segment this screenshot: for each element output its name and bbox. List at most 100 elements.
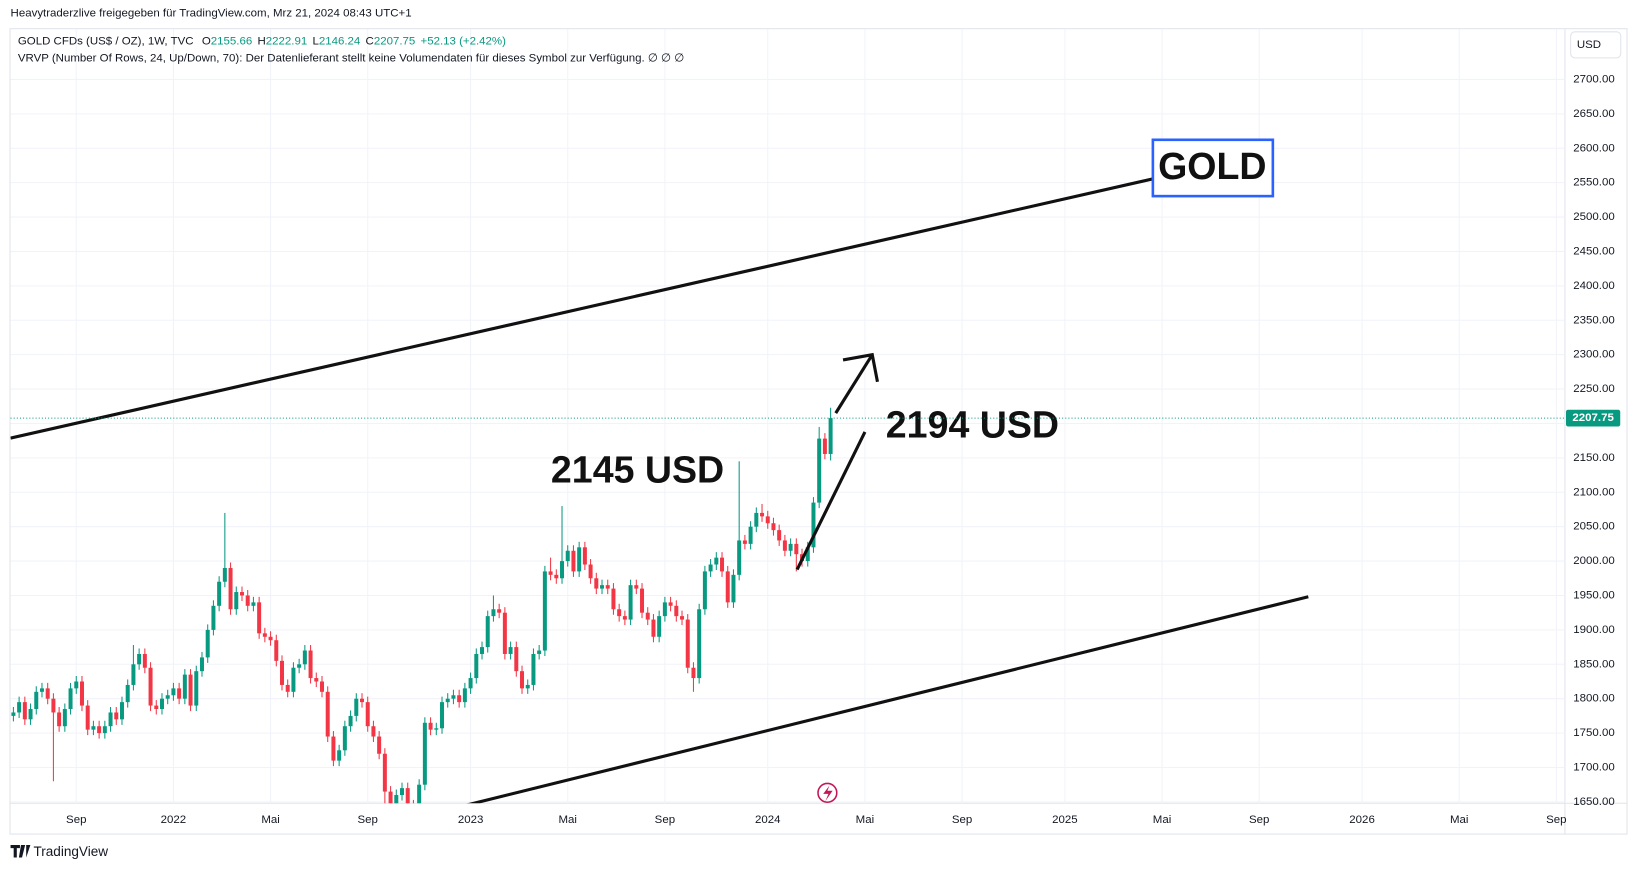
candle-body xyxy=(245,595,250,606)
y-tick-label: 2250.00 xyxy=(1573,383,1614,395)
candle-body xyxy=(645,612,650,620)
candle-body xyxy=(74,681,79,689)
candle-body xyxy=(262,633,267,637)
candle-body xyxy=(365,702,370,727)
candle-body xyxy=(308,650,313,679)
candle-body xyxy=(811,502,816,548)
candle-body xyxy=(360,698,365,703)
candle-body xyxy=(651,619,656,637)
change: +52.13 (+2.42%) xyxy=(421,36,507,48)
event-icon-bolt xyxy=(823,785,833,802)
x-tick-label: 2025 xyxy=(1052,814,1078,826)
y-tick-label: 1850.00 xyxy=(1573,658,1614,670)
x-tick-label: Sep xyxy=(1546,814,1566,826)
candle-body xyxy=(62,709,67,727)
candle-body xyxy=(474,653,479,679)
candle-body xyxy=(571,550,576,572)
candle-body xyxy=(291,667,296,692)
candle-body xyxy=(314,678,319,682)
candle-body xyxy=(485,616,490,648)
candle-body xyxy=(702,571,707,610)
candle-body xyxy=(731,574,736,603)
annotation: 2194 USD xyxy=(886,404,1059,446)
candle-body xyxy=(822,438,827,454)
candle-body xyxy=(480,647,485,654)
candle-body xyxy=(382,753,387,792)
candle-body xyxy=(754,512,759,527)
candle-body xyxy=(725,571,730,603)
x-tick-label: Sep xyxy=(1249,814,1269,826)
currency: USD xyxy=(1577,39,1601,51)
candle-body xyxy=(274,640,279,661)
candle-body xyxy=(680,616,685,620)
candle-body xyxy=(560,561,565,579)
x-tick-label: Sep xyxy=(655,814,675,826)
candle-body xyxy=(771,523,776,531)
candle-body xyxy=(777,530,782,541)
trend-line xyxy=(467,595,1309,804)
candle-body xyxy=(411,805,415,812)
candle-body xyxy=(520,671,525,689)
candle-body xyxy=(388,791,393,804)
candle-body xyxy=(257,602,262,634)
candle-body xyxy=(714,557,719,565)
x-tick-label: 2026 xyxy=(1349,814,1375,826)
candle-body xyxy=(685,619,690,668)
candle-body xyxy=(611,588,616,610)
candle-body xyxy=(297,664,302,668)
candle-body xyxy=(605,585,610,589)
event-icon[interactable] xyxy=(817,782,838,804)
candle-body xyxy=(354,698,359,716)
ohlc-value: 2155.66 xyxy=(211,36,252,48)
candle-body xyxy=(85,705,90,730)
candle-body xyxy=(417,784,422,804)
candle-body xyxy=(445,698,450,703)
candle-body xyxy=(782,540,787,551)
arrow xyxy=(834,353,874,414)
candle-body xyxy=(720,557,725,572)
candle-body xyxy=(79,681,84,706)
candle-body xyxy=(668,602,673,606)
candle-body xyxy=(628,585,633,620)
candle-body xyxy=(748,526,753,544)
candle-body xyxy=(171,688,176,696)
y-tick-label: 2550.00 xyxy=(1573,177,1614,189)
candle-body xyxy=(588,564,593,579)
candle-body xyxy=(68,688,73,710)
candle-body xyxy=(142,653,147,668)
candle-body xyxy=(188,674,193,706)
candle-body xyxy=(600,585,605,589)
candle-body xyxy=(622,616,627,620)
arrow-head xyxy=(842,352,880,383)
ohlc-label: L xyxy=(312,36,318,48)
candle-body xyxy=(674,605,679,617)
y-tick-label: 2700.00 xyxy=(1573,73,1614,85)
candle-body xyxy=(217,581,222,606)
ohlc-value: 2222.91 xyxy=(266,36,307,48)
candle-body xyxy=(239,592,244,596)
candle-body xyxy=(331,736,336,761)
candle-body xyxy=(57,712,62,727)
y-tick-label: 2050.00 xyxy=(1573,521,1614,533)
candle-body xyxy=(39,688,44,692)
candle-body xyxy=(51,698,56,713)
candle-body xyxy=(377,736,382,754)
candle-body xyxy=(440,702,445,729)
x-tick-label: Mai xyxy=(1153,814,1171,826)
candle-body xyxy=(537,650,542,654)
last-price-label: 2207.75 xyxy=(1572,412,1614,424)
x-tick-label: Sep xyxy=(358,814,378,826)
candle-body xyxy=(205,629,210,658)
candle-body xyxy=(554,574,559,579)
candle-body xyxy=(805,547,810,562)
candle-body xyxy=(491,609,496,617)
candle-body xyxy=(400,788,405,796)
ohlc-value: 2146.24 xyxy=(319,36,361,48)
candle-body xyxy=(582,547,587,565)
candle-body xyxy=(508,647,513,654)
candle-body xyxy=(319,681,325,692)
candle-body xyxy=(325,691,330,737)
currency-button[interactable] xyxy=(1570,31,1622,59)
ohlc-value: 2207.75 xyxy=(374,36,415,48)
x-tick-label: 2022 xyxy=(161,814,187,826)
